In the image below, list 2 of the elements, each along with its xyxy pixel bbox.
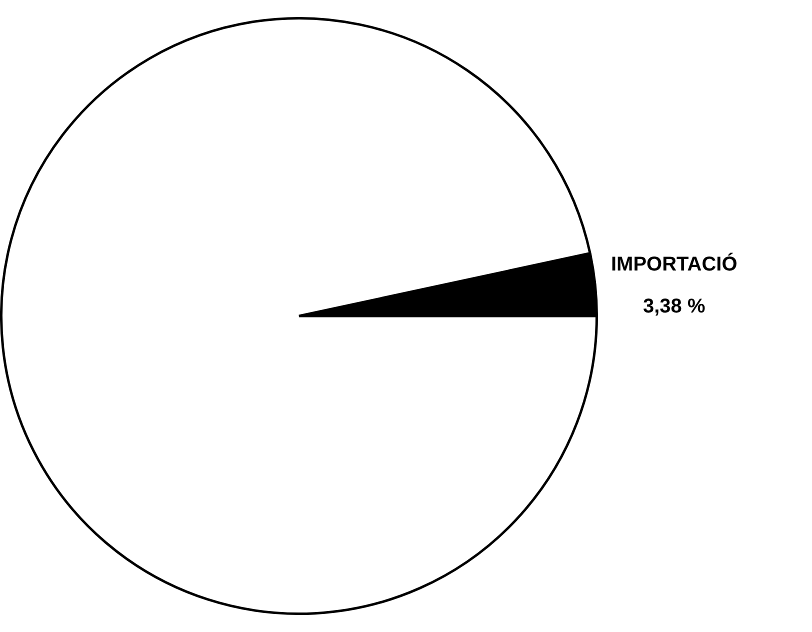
data-label: 3,38 % — [642, 295, 706, 318]
slice-label: IMPORTACIÓ — [610, 252, 738, 276]
